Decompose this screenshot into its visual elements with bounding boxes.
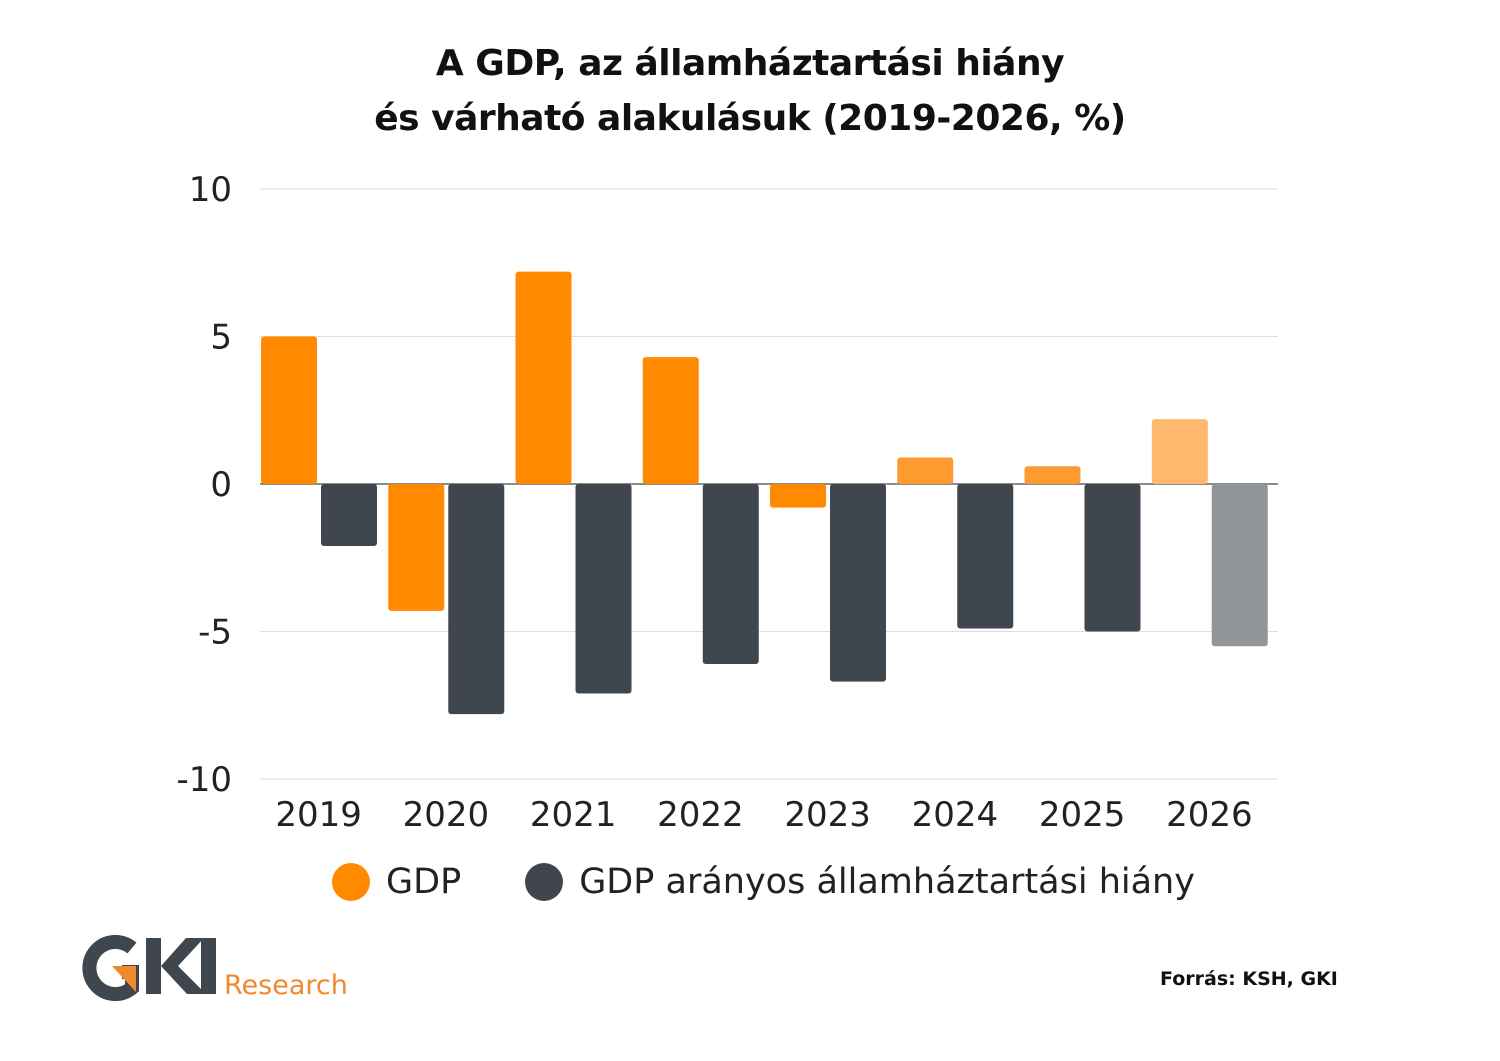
legend-swatch-deficit bbox=[525, 863, 564, 901]
legend: GDP GDP arányos államháztartási hiány bbox=[332, 862, 1259, 902]
x-tick-label: 2024 bbox=[912, 795, 999, 835]
bar-deficit-2020 bbox=[448, 484, 505, 715]
legend-item-deficit: GDP arányos államháztartási hiány bbox=[525, 862, 1195, 902]
x-tick-label: 2020 bbox=[403, 795, 490, 835]
bar-deficit-2024 bbox=[957, 484, 1014, 629]
y-tick-label: -5 bbox=[198, 613, 232, 653]
legend-label: GDP arányos államháztartási hiány bbox=[579, 862, 1195, 902]
y-tick-label: 5 bbox=[210, 318, 232, 358]
bar-deficit-2025 bbox=[1084, 484, 1141, 632]
y-tick-label: -10 bbox=[176, 760, 232, 800]
logo-graphic: Research bbox=[82, 935, 348, 1001]
svg-text:Research: Research bbox=[224, 970, 348, 1001]
title-line-1: A GDP, az államháztartási hiány bbox=[435, 43, 1065, 84]
source-note: Forrás: KSH, GKI bbox=[1160, 968, 1338, 990]
bar-deficit-2022 bbox=[702, 484, 759, 664]
bar-gdp-2026 bbox=[1151, 419, 1208, 484]
y-axis: 10 5 0 -5 -10 bbox=[176, 170, 232, 800]
bar-deficit-2026 bbox=[1211, 484, 1268, 647]
x-tick-label: 2021 bbox=[530, 795, 617, 835]
bar-deficit-2023 bbox=[830, 484, 886, 682]
bar-gdp-2023 bbox=[770, 484, 826, 508]
bar-deficit-2019 bbox=[321, 484, 377, 546]
title-line-2: és várható alakulásuk (2019-2026, %) bbox=[374, 98, 1126, 139]
x-tick-label: 2022 bbox=[657, 795, 744, 835]
x-tick-label: 2026 bbox=[1166, 795, 1253, 835]
bar-gdp-2019 bbox=[261, 336, 317, 484]
legend-label: GDP bbox=[386, 862, 462, 902]
bar-gdp-2025 bbox=[1024, 466, 1081, 484]
bar-deficit-2021 bbox=[575, 484, 632, 694]
y-tick-label: 0 bbox=[210, 465, 232, 505]
x-tick-label: 2019 bbox=[275, 795, 362, 835]
x-axis: 2019 2020 2021 2022 2023 2024 2025 2026 bbox=[275, 795, 1252, 835]
x-tick-label: 2025 bbox=[1039, 795, 1126, 835]
bar-gdp-2021 bbox=[515, 271, 572, 484]
legend-swatch-gdp bbox=[332, 863, 370, 901]
x-tick-label: 2023 bbox=[784, 795, 871, 835]
gki-logo: Research bbox=[74, 932, 364, 1006]
bar-gdp-2024 bbox=[897, 457, 954, 484]
legend-item-gdp: GDP bbox=[332, 862, 461, 902]
bar-gdp-2020 bbox=[388, 484, 445, 611]
y-tick-label: 10 bbox=[189, 170, 232, 210]
bar-gdp-2022 bbox=[642, 357, 699, 484]
bars bbox=[261, 271, 1268, 715]
chart-title: A GDP, az államháztartási hiány és várha… bbox=[0, 36, 1500, 146]
